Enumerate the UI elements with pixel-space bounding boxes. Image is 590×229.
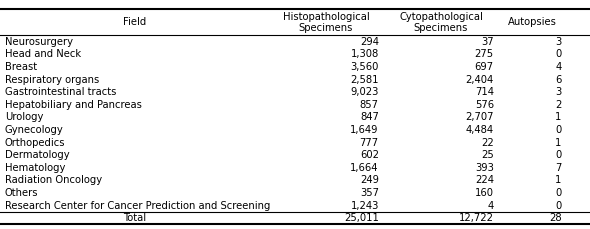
Text: 1,664: 1,664 bbox=[350, 163, 379, 173]
Text: 2,404: 2,404 bbox=[466, 75, 494, 85]
Text: Total: Total bbox=[123, 213, 146, 223]
Text: 25,011: 25,011 bbox=[344, 213, 379, 223]
Text: 357: 357 bbox=[360, 188, 379, 198]
Text: Autopsies: Autopsies bbox=[508, 17, 557, 27]
Text: 6: 6 bbox=[555, 75, 562, 85]
Text: Cytopathological
Specimens: Cytopathological Specimens bbox=[399, 11, 483, 33]
Text: 9,023: 9,023 bbox=[350, 87, 379, 97]
Text: Radiation Oncology: Radiation Oncology bbox=[5, 175, 102, 185]
Text: Hematology: Hematology bbox=[5, 163, 65, 173]
Text: 294: 294 bbox=[360, 37, 379, 47]
Text: 249: 249 bbox=[360, 175, 379, 185]
Text: 847: 847 bbox=[360, 112, 379, 122]
Text: 12,722: 12,722 bbox=[459, 213, 494, 223]
Text: 0: 0 bbox=[555, 201, 562, 210]
Text: 4: 4 bbox=[555, 62, 562, 72]
Text: 714: 714 bbox=[475, 87, 494, 97]
Text: 1: 1 bbox=[555, 175, 562, 185]
Text: 7: 7 bbox=[555, 163, 562, 173]
Text: 3: 3 bbox=[555, 37, 562, 47]
Text: 857: 857 bbox=[360, 100, 379, 110]
Text: Research Center for Cancer Prediction and Screening: Research Center for Cancer Prediction an… bbox=[5, 201, 270, 210]
Text: 0: 0 bbox=[555, 49, 562, 59]
Text: 0: 0 bbox=[555, 188, 562, 198]
Text: 275: 275 bbox=[475, 49, 494, 59]
Text: 1: 1 bbox=[555, 112, 562, 122]
Text: Dermatology: Dermatology bbox=[5, 150, 70, 160]
Text: Histopathological
Specimens: Histopathological Specimens bbox=[283, 11, 369, 33]
Text: 576: 576 bbox=[475, 100, 494, 110]
Text: 1,243: 1,243 bbox=[350, 201, 379, 210]
Text: 777: 777 bbox=[360, 138, 379, 147]
Text: 3,560: 3,560 bbox=[350, 62, 379, 72]
Text: Gynecology: Gynecology bbox=[5, 125, 64, 135]
Text: 4: 4 bbox=[487, 201, 494, 210]
Text: 1: 1 bbox=[555, 138, 562, 147]
Text: 393: 393 bbox=[475, 163, 494, 173]
Text: Field: Field bbox=[123, 17, 146, 27]
Text: 697: 697 bbox=[475, 62, 494, 72]
Text: 28: 28 bbox=[549, 213, 562, 223]
Text: 602: 602 bbox=[360, 150, 379, 160]
Text: 0: 0 bbox=[555, 125, 562, 135]
Text: Gastrointestinal tracts: Gastrointestinal tracts bbox=[5, 87, 116, 97]
Text: Respiratory organs: Respiratory organs bbox=[5, 75, 99, 85]
Text: Neurosurgery: Neurosurgery bbox=[5, 37, 73, 47]
Text: 2,707: 2,707 bbox=[466, 112, 494, 122]
Text: 224: 224 bbox=[475, 175, 494, 185]
Text: Breast: Breast bbox=[5, 62, 37, 72]
Text: 1,649: 1,649 bbox=[350, 125, 379, 135]
Text: 22: 22 bbox=[481, 138, 494, 147]
Text: Head and Neck: Head and Neck bbox=[5, 49, 81, 59]
Text: 2: 2 bbox=[555, 100, 562, 110]
Text: 2,581: 2,581 bbox=[350, 75, 379, 85]
Text: 0: 0 bbox=[555, 150, 562, 160]
Text: 3: 3 bbox=[555, 87, 562, 97]
Text: 37: 37 bbox=[481, 37, 494, 47]
Text: 4,484: 4,484 bbox=[466, 125, 494, 135]
Text: Others: Others bbox=[5, 188, 38, 198]
Text: Urology: Urology bbox=[5, 112, 43, 122]
Text: Orthopedics: Orthopedics bbox=[5, 138, 65, 147]
Text: Hepatobiliary and Pancreas: Hepatobiliary and Pancreas bbox=[5, 100, 142, 110]
Text: 160: 160 bbox=[475, 188, 494, 198]
Text: 1,308: 1,308 bbox=[350, 49, 379, 59]
Text: 25: 25 bbox=[481, 150, 494, 160]
